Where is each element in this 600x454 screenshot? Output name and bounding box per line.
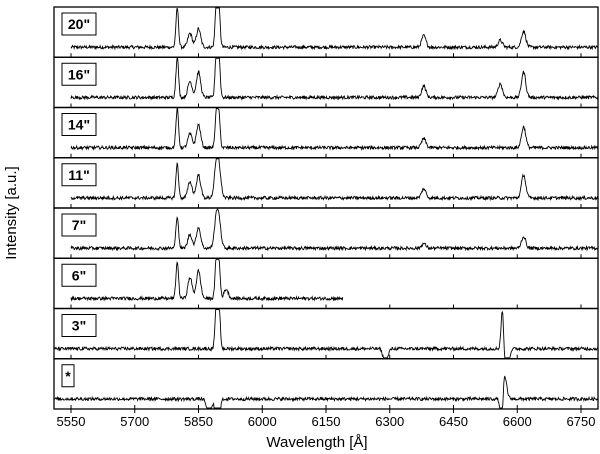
x-tick-label: 6600	[503, 414, 532, 429]
panel-label-box	[61, 263, 97, 287]
panel-label-text: 20"	[68, 16, 90, 32]
panel-label: 11"	[61, 163, 97, 187]
x-tick-label: 5550	[57, 414, 86, 429]
panel-frame	[53, 307, 599, 360]
panel-label-box	[61, 364, 75, 388]
spectrum-line	[70, 108, 599, 152]
spectrum-line	[70, 208, 598, 252]
spectrum-line	[70, 258, 344, 302]
panel-label-box	[61, 113, 97, 136]
panel-label: 3"	[61, 314, 97, 337]
panel: 6"	[53, 257, 599, 310]
panel-frame	[53, 257, 599, 310]
panel-label: *	[61, 364, 75, 388]
panels-group: 20" 16" 14" 11" 7" 6" 3" *	[53, 6, 599, 410]
panel: 7"	[53, 207, 599, 259]
panel-label-box	[61, 62, 97, 86]
panel: 20"	[53, 6, 599, 58]
panel-label: 6"	[61, 263, 97, 287]
panel-label-text: 16"	[68, 66, 90, 82]
panel-label-text: 14"	[68, 117, 90, 133]
panel-label-box	[61, 213, 97, 237]
spectrum-line	[70, 7, 599, 51]
panel-label-text: 3"	[72, 318, 86, 334]
panel-frame	[53, 358, 599, 410]
x-tick-label: 6300	[375, 414, 404, 429]
y-axis-label: Intensity [a.u.]	[3, 166, 20, 259]
panel-label-box	[61, 314, 97, 337]
panel-label: 7"	[61, 213, 97, 237]
panel-label-text: 6"	[72, 267, 86, 283]
panel: 14"	[53, 106, 599, 159]
panel-label: 14"	[61, 113, 97, 136]
panel-label-text: *	[65, 368, 71, 384]
x-tick-label: 5850	[184, 414, 213, 429]
x-axis-label: Wavelength [Å]	[266, 434, 367, 451]
panel-label: 20"	[61, 12, 97, 36]
x-tick-label: 6450	[439, 414, 468, 429]
panel: 3"	[53, 307, 599, 360]
panel-label-box	[61, 12, 97, 36]
x-tick-label: 6000	[248, 414, 277, 429]
spectrum-line	[53, 375, 598, 409]
panel-frame	[53, 6, 599, 58]
x-tick-label: 6150	[312, 414, 341, 429]
spectrum-line	[70, 57, 599, 101]
panel-label-box	[61, 163, 97, 187]
panel-frame	[53, 106, 599, 159]
panel-label: 16"	[61, 62, 97, 86]
spectrum-line	[70, 158, 599, 202]
panel: 16"	[53, 56, 599, 109]
x-tick-label: 6750	[567, 414, 596, 429]
panel-frame	[53, 207, 599, 259]
panel: *	[53, 358, 599, 410]
x-axis: 5550 5700 5850 6000 6150 6300 6450 6600 6750	[57, 409, 596, 429]
panel-frame	[53, 157, 599, 209]
panel-label-text: 7"	[72, 217, 86, 233]
panel-frame	[53, 56, 599, 109]
x-tick-label: 5700	[120, 414, 149, 429]
panel-label-text: 11"	[68, 167, 89, 183]
panel: 11"	[53, 157, 599, 209]
spectrum-line	[53, 309, 599, 359]
